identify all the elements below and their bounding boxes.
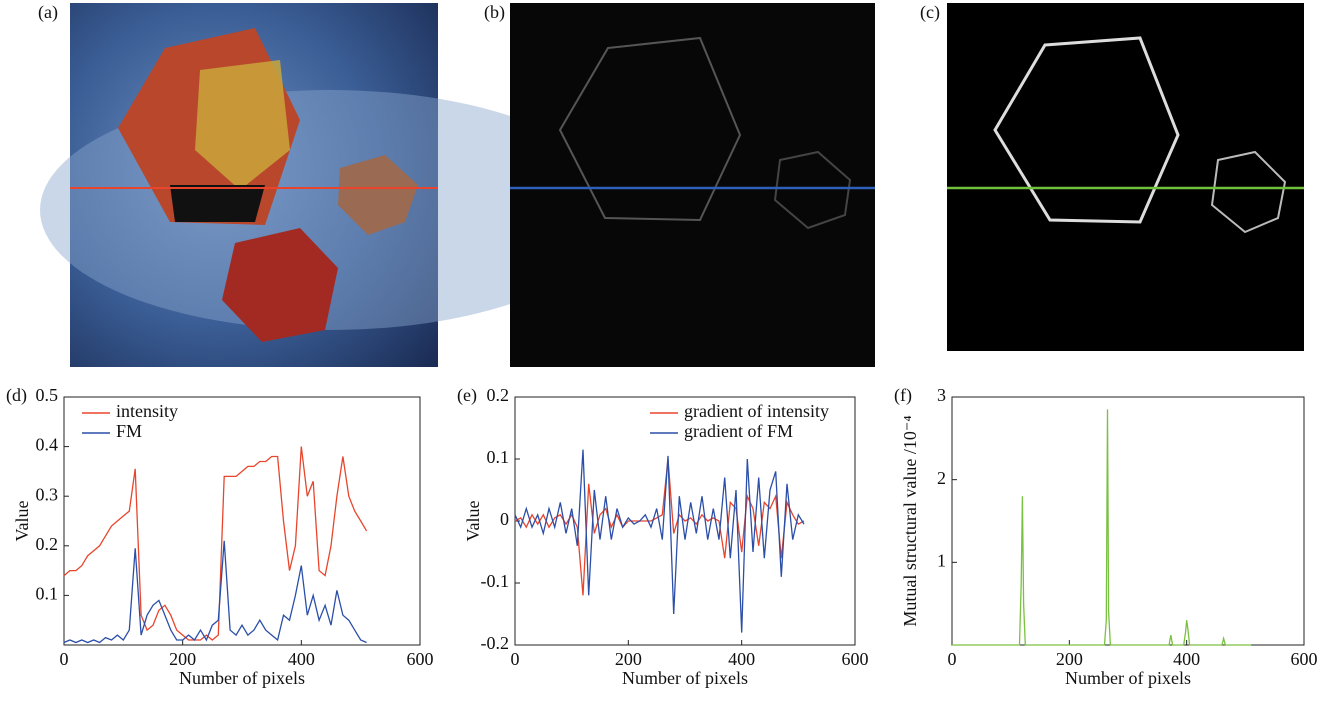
y-axis-label: Mutual structural value /10⁻⁴ xyxy=(900,415,920,626)
y-tick-label: -0.1 xyxy=(481,571,510,591)
image-a: (a) xyxy=(38,2,620,367)
y-tick-label: 0.5 xyxy=(36,385,59,405)
x-tick-label: 200 xyxy=(169,649,196,669)
plot-frame xyxy=(951,396,1305,646)
data-line xyxy=(63,540,367,644)
data-line xyxy=(63,446,368,641)
y-tick-label: 0.2 xyxy=(36,534,59,554)
y-tick-label: 1 xyxy=(937,550,946,570)
panel-label: (c) xyxy=(920,2,940,23)
data-line xyxy=(514,449,805,633)
legend-label: gradient of FM xyxy=(684,421,793,441)
y-tick-label: 0.1 xyxy=(487,447,510,467)
y-tick-label: 0.3 xyxy=(36,484,59,504)
x-tick-label: 200 xyxy=(615,649,642,669)
x-tick-label: 400 xyxy=(288,649,315,669)
y-axis-label: Value xyxy=(463,500,483,541)
y-tick-label: 0.2 xyxy=(487,385,510,405)
plot-frame xyxy=(63,396,421,646)
y-tick-label: 0 xyxy=(500,509,509,529)
image-c: (c) xyxy=(920,2,1304,351)
panel-label: (e) xyxy=(457,385,477,406)
panel-label: (f) xyxy=(894,385,912,406)
y-tick-label: 0.1 xyxy=(36,584,59,604)
x-tick-label: 400 xyxy=(1173,649,1200,669)
x-tick-label: 0 xyxy=(948,649,957,669)
legend-label: gradient of intensity xyxy=(684,401,829,421)
x-axis-label: Number of pixels xyxy=(622,668,748,688)
x-tick-label: 600 xyxy=(1291,649,1318,669)
data-line xyxy=(952,409,1252,646)
panel-label: (d) xyxy=(6,385,27,406)
y-tick-label: 3 xyxy=(937,385,946,405)
y-tick-label: -0.2 xyxy=(481,633,510,653)
x-tick-label: 0 xyxy=(511,649,520,669)
image-b: (b) xyxy=(484,2,875,367)
panel-label: (b) xyxy=(484,2,505,23)
x-axis-label: Number of pixels xyxy=(1065,668,1191,688)
x-tick-label: 600 xyxy=(407,649,434,669)
legend-label: intensity xyxy=(116,401,178,421)
panel-label: (a) xyxy=(38,2,58,23)
y-axis-label: Value xyxy=(12,500,32,541)
x-tick-label: 0 xyxy=(60,649,69,669)
legend-label: FM xyxy=(116,421,142,441)
y-tick-label: 2 xyxy=(937,468,946,488)
x-tick-label: 400 xyxy=(728,649,755,669)
y-tick-label: 0.4 xyxy=(36,435,59,455)
x-tick-label: 600 xyxy=(842,649,869,669)
x-tick-label: 200 xyxy=(1056,649,1083,669)
x-axis-label: Number of pixels xyxy=(179,668,305,688)
